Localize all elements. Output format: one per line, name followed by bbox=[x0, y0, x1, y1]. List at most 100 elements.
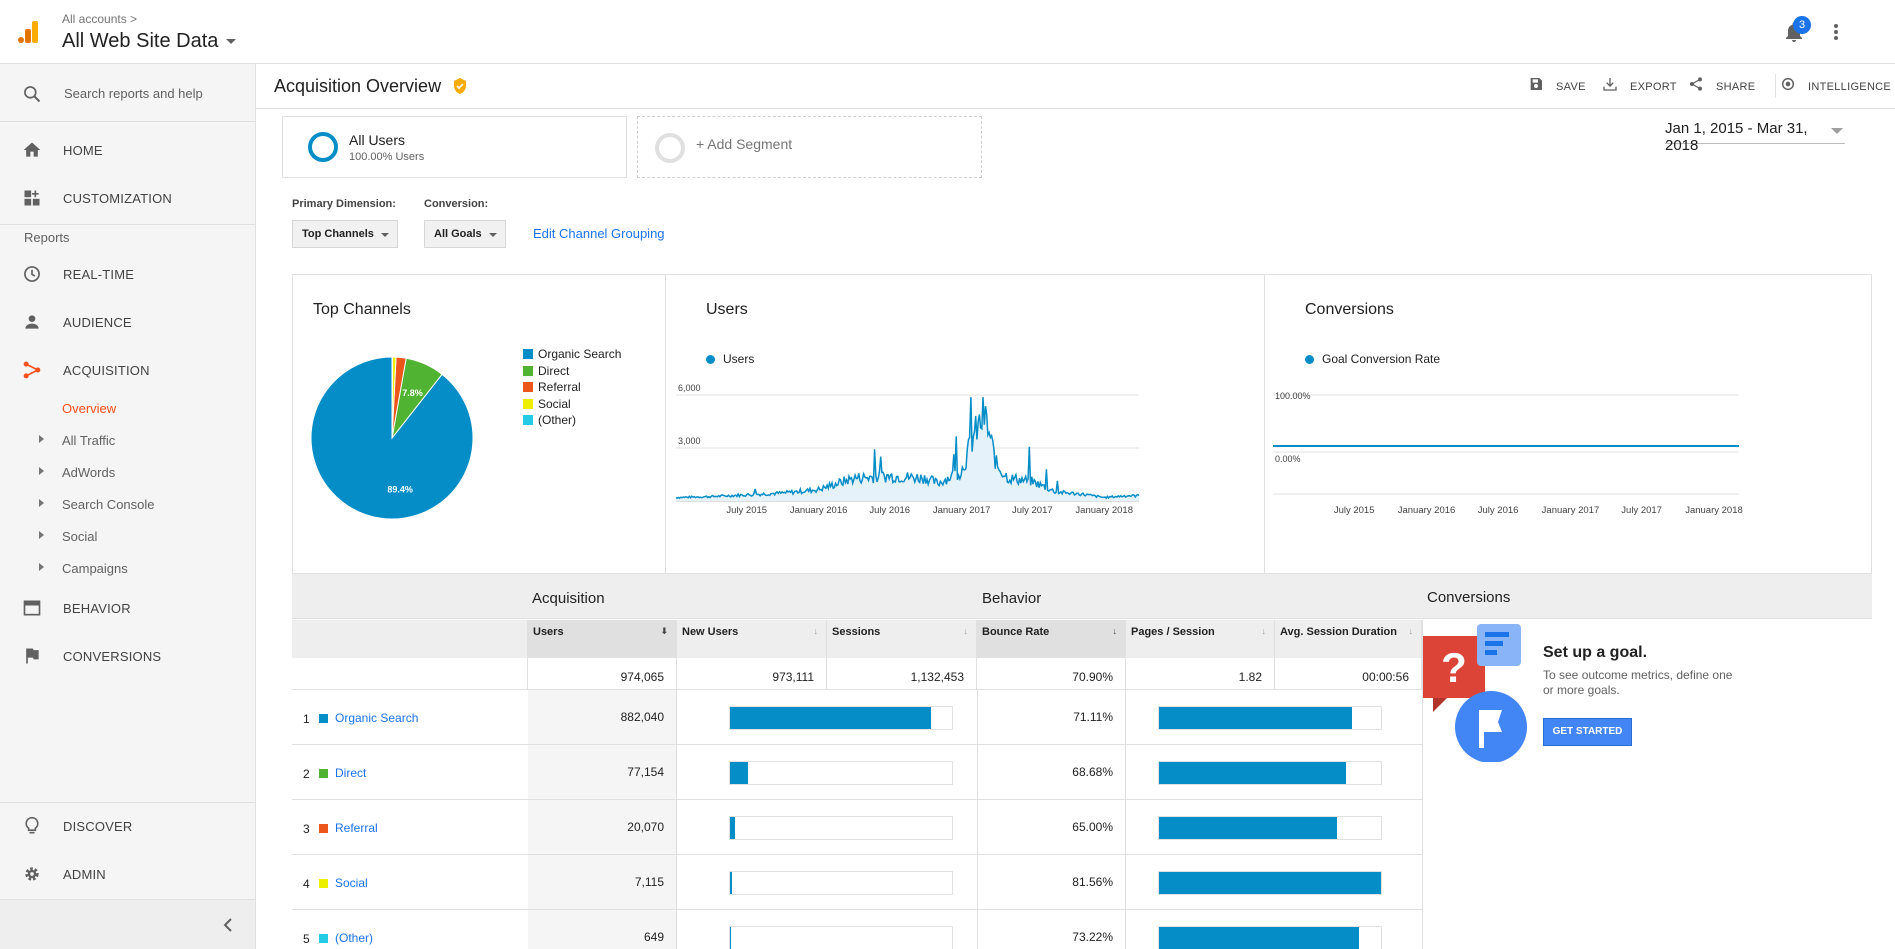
column-header-channel bbox=[292, 620, 528, 658]
channel-link[interactable]: Referral bbox=[335, 821, 378, 835]
x-tick-label: January 2016 bbox=[1398, 505, 1456, 516]
subnav-social[interactable]: Social bbox=[0, 520, 255, 552]
overview-charts: Top Channels 89.4% 7.8% Organic Search Dir… bbox=[292, 274, 1872, 574]
channel-link[interactable]: Organic Search bbox=[335, 711, 419, 725]
sort-desc-icon: ⬇ bbox=[660, 626, 668, 636]
get-started-button[interactable]: GET STARTED bbox=[1543, 718, 1632, 746]
x-tick-label: January 2016 bbox=[790, 505, 848, 516]
total-pages-session: 1.82 bbox=[1126, 658, 1275, 690]
date-range-picker[interactable]: Jan 1, 2015 - Mar 31, 2018 bbox=[1665, 120, 1845, 154]
subnav-all-traffic[interactable]: All Traffic bbox=[0, 424, 255, 456]
expand-arrow-icon bbox=[39, 531, 44, 539]
users-share-fill bbox=[730, 872, 732, 894]
subnav-campaigns[interactable]: Campaigns bbox=[0, 552, 255, 584]
subnav-search-console[interactable]: Search Console bbox=[0, 488, 255, 520]
column-header-sessions[interactable]: Sessions ↓ bbox=[827, 620, 977, 658]
column-header-bounce-rate[interactable]: Bounce Rate ↓ bbox=[977, 620, 1126, 658]
table-row: 3 Referral 20,070 65.00% bbox=[292, 800, 1422, 855]
y-tick-label: 0.00% bbox=[1275, 454, 1301, 464]
goal-description: To see outcome metrics, define one or mo… bbox=[1543, 668, 1733, 697]
row-number: 2 bbox=[303, 767, 310, 781]
total-users: 974,065 bbox=[528, 658, 677, 690]
x-tick-label: July 2015 bbox=[1334, 505, 1375, 516]
pie-slice-other[interactable] bbox=[391, 356, 394, 439]
segment-donut-icon bbox=[308, 132, 338, 162]
users-legend-label: Users bbox=[723, 352, 755, 366]
nav-customization[interactable]: CUSTOMIZATION bbox=[0, 174, 255, 222]
subnav-adwords-label: AdWords bbox=[62, 465, 116, 480]
row-bounce-rate-value: 65.00% bbox=[977, 800, 1126, 854]
more-options-icon[interactable] bbox=[1828, 20, 1844, 44]
nav-behavior[interactable]: BEHAVIOR bbox=[0, 584, 255, 632]
conversion-label: Conversion: bbox=[424, 198, 489, 210]
nav-home[interactable]: HOME bbox=[0, 126, 255, 174]
nav-conversions[interactable]: CONVERSIONS bbox=[0, 632, 255, 680]
column-header-new-users[interactable]: New Users ↓ bbox=[677, 620, 827, 658]
edit-channel-grouping-link[interactable]: Edit Channel Grouping bbox=[533, 226, 665, 241]
account-selector[interactable]: All Web Site Data bbox=[62, 30, 237, 53]
y-tick-label: 3,000 bbox=[678, 436, 701, 446]
expand-arrow-icon bbox=[39, 435, 44, 443]
users-area-chart[interactable]: 6,000 3,000 July 2015 January 2016 July 2016… bbox=[666, 375, 1264, 555]
column-header-pages-session[interactable]: Pages / Session ↓ bbox=[1126, 620, 1275, 658]
add-segment-button[interactable]: + Add Segment bbox=[637, 116, 982, 178]
behavior-icon bbox=[23, 600, 41, 616]
svg-text:?: ? bbox=[1441, 644, 1467, 691]
subnav-all-traffic-label: All Traffic bbox=[62, 433, 116, 448]
nav-audience[interactable]: AUDIENCE bbox=[0, 298, 255, 346]
users-share-bar bbox=[729, 816, 953, 840]
users-series-line[interactable] bbox=[675, 397, 1140, 500]
conversions-group-header: Conversions bbox=[1422, 574, 1872, 619]
bounce-rate-bar bbox=[1158, 871, 1382, 895]
conversions-chart-title: Conversions bbox=[1305, 301, 1394, 318]
nav-admin[interactable]: ADMIN bbox=[0, 850, 255, 898]
row-number: 3 bbox=[303, 822, 310, 836]
channel-link[interactable]: Social bbox=[335, 876, 368, 890]
legend-dot-icon bbox=[706, 355, 715, 364]
gear-icon bbox=[25, 867, 39, 881]
goal-illustration-icon: ? bbox=[1423, 624, 1527, 762]
conversions-line-chart[interactable]: 100.00% 0.00% July 2015 January 2016 July 20… bbox=[1265, 375, 1871, 555]
segment-all-users[interactable]: All Users 100.00% Users bbox=[282, 116, 627, 178]
subnav-overview[interactable]: Overview bbox=[0, 392, 255, 424]
sidebar-search[interactable]: Search reports and help bbox=[0, 64, 255, 122]
column-header-users[interactable]: Users ⬇ bbox=[528, 620, 677, 658]
row-users-value: 882,040 bbox=[528, 690, 677, 744]
nav-realtime[interactable]: REAL-TIME bbox=[0, 250, 255, 298]
expand-arrow-icon bbox=[39, 467, 44, 475]
top-channels-pie[interactable]: 89.4% 7.8% bbox=[309, 355, 475, 521]
users-share-bar bbox=[729, 926, 953, 949]
primary-dimension-select[interactable]: Top Channels bbox=[292, 220, 398, 248]
setup-goal-panel: ? Set up a goal. To see outcome metrics,… bbox=[1422, 620, 1872, 949]
account-breadcrumb[interactable]: All accounts > bbox=[62, 12, 138, 26]
x-tick-label: January 2017 bbox=[1542, 505, 1600, 516]
page-title: Acquisition Overview bbox=[274, 76, 442, 96]
chevron-left-icon bbox=[223, 918, 232, 932]
search-placeholder: Search reports and help bbox=[64, 86, 203, 101]
top-channels-panel: Top Channels 89.4% 7.8% Organic Search Dir… bbox=[293, 275, 665, 573]
conversions-panel: Conversions Goal Conversion Rate 100.00%… bbox=[1265, 275, 1871, 573]
legend-swatch bbox=[523, 349, 533, 359]
pie-slice-label: 7.8% bbox=[402, 388, 423, 398]
table-header-blank bbox=[292, 574, 528, 619]
legend-swatch bbox=[523, 365, 533, 376]
nav-discover[interactable]: DISCOVER bbox=[0, 802, 255, 850]
channel-link[interactable]: Direct bbox=[335, 766, 367, 780]
subnav-social-label: Social bbox=[62, 529, 98, 544]
legend-swatch bbox=[523, 415, 533, 425]
table-row: 1 Organic Search 882,040 71.11% bbox=[292, 690, 1422, 745]
pie-slice-label: 89.4% bbox=[387, 484, 413, 494]
panel-divider bbox=[665, 275, 666, 573]
subnav-adwords[interactable]: AdWords bbox=[0, 456, 255, 488]
bounce-rate-fill bbox=[1159, 762, 1346, 784]
users-share-bar bbox=[729, 871, 953, 895]
conversions-legend: Goal Conversion Rate bbox=[1305, 352, 1440, 366]
analytics-logo-icon[interactable] bbox=[16, 20, 40, 44]
conversion-select[interactable]: All Goals bbox=[424, 220, 506, 248]
collapse-sidebar-bar[interactable] bbox=[0, 899, 255, 949]
channel-link[interactable]: (Other) bbox=[335, 931, 374, 945]
column-header-avg-session-duration[interactable]: Avg. Session Duration ↓ bbox=[1275, 620, 1422, 658]
nav-acquisition[interactable]: ACQUISITION bbox=[0, 346, 255, 394]
legend-label: Social bbox=[538, 396, 571, 411]
main-content: Acquisition Overview SAVE EXPORT SHARE I… bbox=[256, 64, 1895, 949]
